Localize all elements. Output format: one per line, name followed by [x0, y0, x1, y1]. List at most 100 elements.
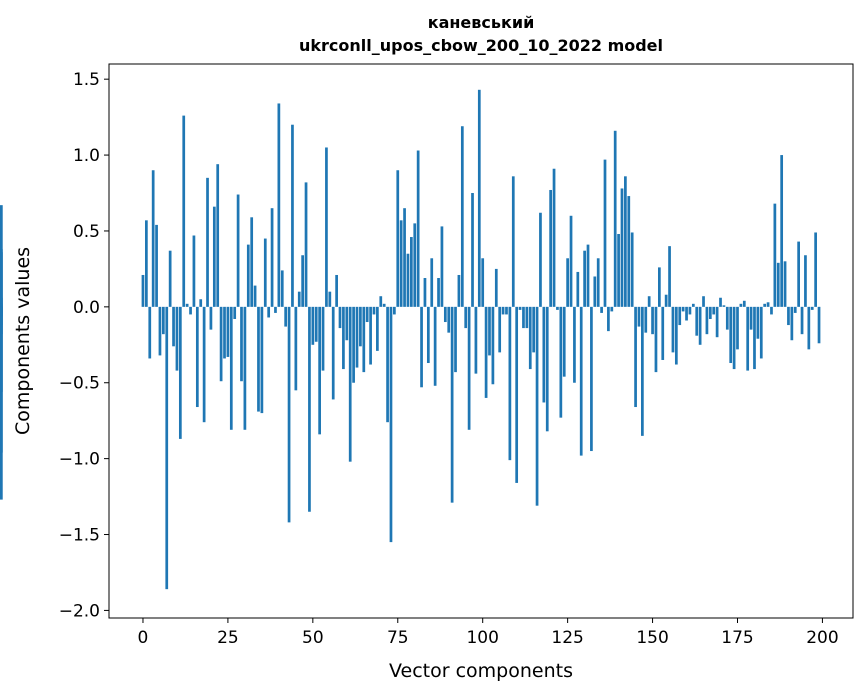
bar: [590, 306, 593, 452]
bar: [522, 306, 525, 329]
bar: [787, 306, 790, 326]
bar: [410, 237, 413, 307]
bar: [542, 306, 546, 403]
bar: [525, 306, 529, 329]
bar: [498, 306, 502, 353]
bar: [141, 274, 145, 307]
x-tick-label: 100: [466, 628, 498, 648]
bar: [501, 306, 505, 315]
bar: [250, 217, 254, 307]
bar: [586, 244, 590, 307]
x-tick-label: 200: [806, 628, 838, 648]
bar: [345, 306, 349, 341]
bar: [746, 306, 750, 371]
bar: [342, 306, 345, 370]
bar: [209, 306, 213, 330]
bar: [532, 306, 536, 353]
chart-subtitle: ukrconll_upos_cbow_200_10_2022 model: [299, 36, 663, 55]
bar: [583, 250, 586, 307]
bar: [246, 244, 250, 307]
bar: [770, 306, 773, 315]
bar: [481, 258, 485, 307]
bar: [321, 306, 325, 371]
y-tick-label: 1.0: [73, 146, 100, 166]
x-tick-label: 150: [636, 628, 668, 648]
bar: [678, 306, 682, 326]
bar: [505, 306, 508, 315]
y-tick-label: −1.0: [59, 450, 100, 470]
bar: [460, 126, 464, 307]
bar: [712, 306, 716, 315]
bar: [195, 306, 199, 408]
bar: [671, 306, 675, 353]
bar: [253, 285, 257, 307]
bar: [508, 306, 512, 461]
bar: [430, 258, 434, 307]
y-tick-label: 0.5: [73, 222, 100, 242]
x-tick-label: 75: [387, 628, 409, 648]
bar: [338, 306, 342, 329]
bar: [311, 306, 315, 345]
bar: [528, 306, 532, 370]
bar: [804, 255, 807, 307]
bar: [800, 306, 804, 335]
bar: [396, 170, 400, 307]
bar: [695, 306, 699, 336]
bar: [158, 306, 162, 356]
bar: [464, 306, 468, 329]
y-axis-label: Components values: [12, 247, 34, 435]
bar: [681, 306, 685, 312]
bar: [511, 176, 515, 307]
bar: [433, 306, 437, 386]
chart-title: каневський: [428, 13, 535, 32]
bar: [260, 306, 264, 414]
bar: [484, 306, 488, 398]
bar: [763, 303, 767, 307]
bar: [175, 306, 179, 371]
bar: [301, 255, 304, 307]
bar: [403, 208, 406, 307]
bar: [386, 306, 389, 423]
bar: [274, 306, 277, 313]
bar: [216, 164, 220, 307]
bar: [454, 306, 457, 373]
bar: [284, 306, 288, 327]
bar: [658, 267, 661, 307]
bar: [566, 258, 569, 307]
bar: [151, 170, 155, 307]
bar: [297, 291, 301, 307]
bar: [552, 168, 556, 307]
bar: [573, 306, 576, 383]
bar: [457, 274, 461, 307]
bar: [233, 306, 237, 319]
bar: [630, 232, 634, 307]
y-tick-label: −2.0: [59, 601, 100, 621]
bar: [304, 182, 308, 307]
bar: [749, 306, 753, 330]
bar: [474, 306, 478, 374]
bar: [243, 306, 247, 430]
bar: [600, 306, 603, 313]
bar: [437, 278, 440, 307]
bar: [685, 306, 688, 321]
bar: [790, 306, 794, 341]
bar: [335, 274, 338, 307]
bar: [766, 302, 770, 307]
bar: [477, 89, 481, 307]
bar: [518, 306, 522, 310]
bar: [331, 306, 335, 400]
bar: [634, 306, 637, 408]
y-tick-label: −1.5: [59, 526, 100, 546]
y-tick-label: 1.5: [73, 70, 100, 90]
bar: [535, 306, 539, 506]
bar: [644, 306, 648, 333]
bar: [426, 306, 430, 364]
bar: [328, 291, 332, 307]
bar: [291, 124, 294, 307]
bar: [365, 306, 369, 323]
bar: [362, 306, 366, 373]
bar: [229, 306, 233, 430]
bar: [416, 150, 420, 307]
bar: [450, 306, 454, 503]
bar: [0, 249, 3, 307]
